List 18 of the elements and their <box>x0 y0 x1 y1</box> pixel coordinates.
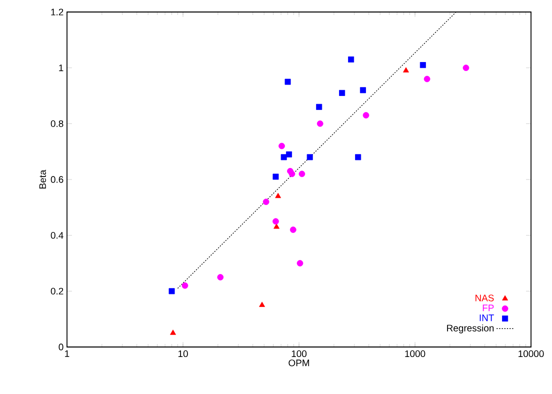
legend-label: INT <box>480 314 494 322</box>
x-tick-label: 10000 <box>518 350 544 358</box>
x-tick-label: 1000 <box>405 350 426 358</box>
y-tick-label: 0.2 <box>50 288 64 295</box>
x-tick-label: 1 <box>65 350 70 357</box>
y-tick-label: 0.6 <box>50 176 64 183</box>
legend-label: Regression <box>447 324 494 334</box>
legend-label: FP <box>482 304 494 312</box>
y-tick-label: 0.4 <box>50 232 64 239</box>
y-axis-title: Beta <box>39 170 46 188</box>
x-tick-label: 100 <box>292 350 307 358</box>
y-tick-label: 1.2 <box>51 8 64 16</box>
legend-label: NAS <box>476 294 494 302</box>
x-axis-title: OPM <box>288 360 310 366</box>
y-tick-label: 0.8 <box>50 120 64 128</box>
y-tick-label: 0 <box>58 344 64 350</box>
x-tick-label: 10 <box>178 350 188 358</box>
y-tick-label: 1 <box>59 64 64 72</box>
